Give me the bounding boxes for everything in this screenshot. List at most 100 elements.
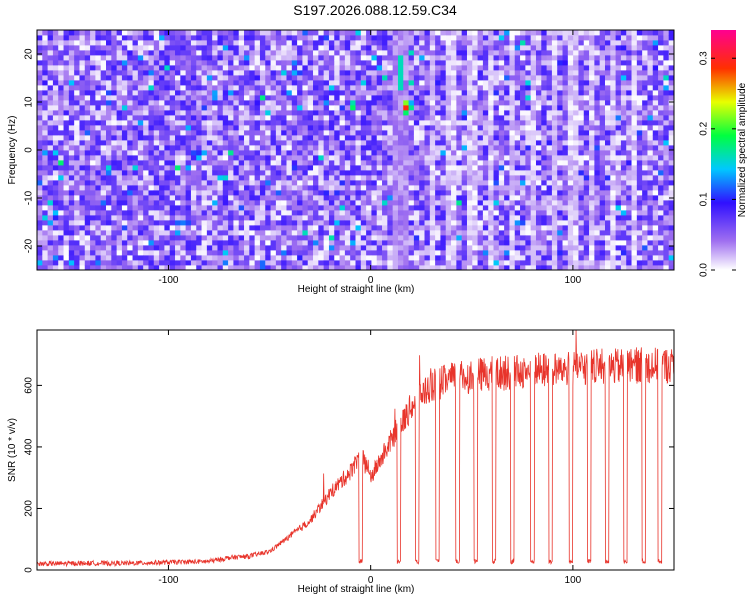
spectrogram-cell bbox=[382, 125, 388, 131]
spectrogram-cell bbox=[583, 40, 590, 46]
spectrogram-cell bbox=[37, 60, 43, 66]
spectrogram-cell bbox=[90, 180, 96, 186]
spectrogram-cell bbox=[52, 40, 59, 46]
spectrogram-cell bbox=[297, 245, 303, 251]
spectrogram-cell bbox=[84, 250, 91, 256]
spectrogram-cell bbox=[360, 220, 367, 226]
spectrogram-cell bbox=[328, 35, 335, 41]
spectrogram-cell bbox=[185, 200, 192, 206]
spectrogram-cell bbox=[535, 140, 542, 146]
spectrogram-cell bbox=[344, 110, 351, 116]
spectrogram-cell bbox=[573, 145, 579, 151]
spectrogram-cell bbox=[488, 215, 494, 221]
spectrogram-cell bbox=[212, 165, 218, 171]
spectrogram-cell bbox=[106, 195, 112, 201]
spectrogram-cell bbox=[185, 235, 192, 241]
spectrogram-cell bbox=[201, 210, 208, 216]
spectrogram-cell bbox=[270, 165, 277, 171]
spectrogram-cell bbox=[541, 90, 547, 96]
spectrogram-cell bbox=[100, 150, 107, 156]
spectrogram-cell bbox=[419, 245, 425, 251]
spectrogram-cell bbox=[111, 265, 118, 270]
spectrogram-cell bbox=[265, 110, 271, 116]
spectrogram-cell bbox=[509, 85, 516, 91]
spectrogram-cell bbox=[111, 120, 118, 126]
spectrogram-cell bbox=[551, 95, 558, 101]
spectrogram-cell bbox=[350, 50, 356, 56]
spectrogram-cell bbox=[159, 110, 165, 116]
spectrogram-cell bbox=[121, 175, 128, 181]
spectrogram-cell bbox=[42, 215, 49, 221]
spectrogram-cell bbox=[525, 155, 532, 161]
spectrogram-cell bbox=[180, 90, 187, 96]
spectrogram-cell bbox=[137, 60, 144, 66]
spectrogram-cell bbox=[212, 140, 218, 146]
spectrogram-cell bbox=[159, 50, 165, 56]
spectrogram-cell bbox=[148, 245, 155, 251]
spectrogram-cell bbox=[153, 145, 160, 151]
spectrogram-cell bbox=[461, 155, 468, 161]
spectrogram-cell bbox=[244, 215, 250, 221]
spectrogram-cell bbox=[244, 225, 250, 231]
spectrogram-cell bbox=[429, 215, 436, 221]
spectrogram-cell bbox=[169, 150, 176, 156]
spectrogram-cell bbox=[382, 40, 388, 46]
spectrogram-cell bbox=[52, 200, 59, 206]
spectrogram-cell bbox=[180, 260, 187, 266]
spectrogram-cell bbox=[90, 175, 96, 181]
spectrogram-cell bbox=[546, 115, 553, 121]
spectrogram-cell bbox=[509, 235, 516, 241]
spectrogram-cell bbox=[58, 130, 64, 136]
spectrogram-cell bbox=[573, 165, 579, 171]
spectrogram-cell bbox=[318, 45, 325, 51]
spectrogram-cell bbox=[419, 105, 425, 111]
spectrogram-cell bbox=[440, 55, 447, 61]
spectrogram-cell bbox=[307, 210, 314, 216]
spectrogram-cell bbox=[504, 85, 510, 91]
spectrogram-cell bbox=[392, 110, 399, 116]
spectrogram-cell bbox=[201, 150, 208, 156]
spectrogram-cell bbox=[440, 65, 447, 71]
spectrogram-cell bbox=[196, 60, 202, 66]
spectrogram-cell bbox=[403, 35, 409, 41]
spectrogram-cell bbox=[387, 65, 394, 71]
spectrogram-cell bbox=[360, 60, 367, 66]
spectrogram-cell bbox=[456, 205, 463, 211]
spectrogram-cell bbox=[169, 265, 176, 270]
spectrogram-cell bbox=[578, 65, 585, 71]
spectrogram-cell bbox=[504, 95, 510, 101]
spectrogram-cell bbox=[79, 175, 86, 181]
spectrogram-cell bbox=[206, 115, 213, 121]
spectrogram-cell bbox=[445, 220, 452, 226]
spectrogram-cell bbox=[143, 265, 149, 270]
spectrogram-cell bbox=[562, 155, 569, 161]
spectrogram-cell bbox=[541, 115, 547, 121]
spectrogram-cell bbox=[445, 195, 452, 201]
spectrogram-cell bbox=[435, 75, 441, 81]
spectrogram-cell bbox=[196, 100, 202, 106]
spectrogram-cell bbox=[313, 50, 319, 56]
spectrogram-cell bbox=[270, 30, 277, 36]
spectrogram-cell bbox=[509, 120, 516, 126]
spectrogram-cell bbox=[408, 220, 415, 226]
spectrogram-cell bbox=[169, 55, 176, 61]
spectrogram-cell bbox=[360, 90, 367, 96]
spectrogram-cell bbox=[557, 235, 563, 241]
spectrogram-cell bbox=[445, 85, 452, 91]
spectrogram-cell bbox=[344, 220, 351, 226]
spectrogram-cell bbox=[355, 195, 362, 201]
spectrogram-cell bbox=[382, 185, 388, 191]
spectrogram-cell bbox=[185, 105, 192, 111]
spectrogram-cell bbox=[37, 240, 43, 246]
spectrogram-cell bbox=[79, 30, 86, 36]
spectrogram-cell bbox=[291, 200, 298, 206]
spectrogram-cell bbox=[297, 260, 303, 266]
spectrogram-cell bbox=[456, 95, 463, 101]
spectrogram-cell bbox=[313, 220, 319, 226]
spectrogram-cell bbox=[84, 170, 91, 176]
spectrogram-cell bbox=[382, 135, 388, 141]
spectrogram-cell bbox=[228, 155, 234, 161]
spectrogram-cell bbox=[371, 30, 378, 36]
spectrogram-cell bbox=[143, 180, 149, 186]
spectrogram-cell bbox=[355, 265, 362, 270]
